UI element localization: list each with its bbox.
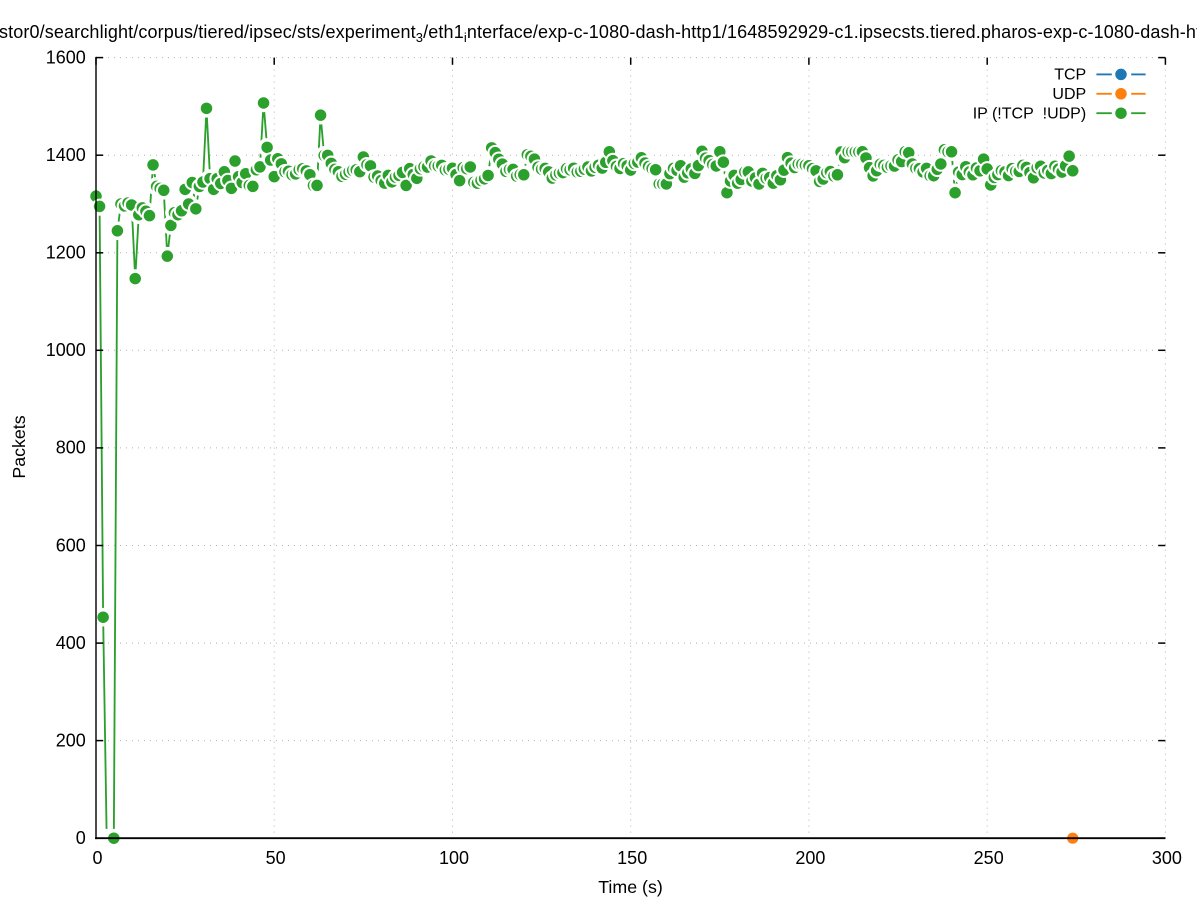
svg-text:50: 50 [266, 848, 286, 868]
svg-text:1200: 1200 [46, 243, 86, 263]
svg-text:400: 400 [56, 633, 86, 653]
svg-text:200: 200 [795, 848, 825, 868]
svg-text:800: 800 [56, 438, 86, 458]
svg-text:1000: 1000 [46, 340, 86, 360]
svg-text:stor0/searchlight/corpus/tiere: stor0/searchlight/corpus/tiered/ipsec/st… [0, 22, 1197, 45]
svg-text:200: 200 [56, 730, 86, 750]
svg-text:250: 250 [974, 848, 1004, 868]
svg-text:1400: 1400 [46, 145, 86, 165]
svg-text:100: 100 [439, 848, 469, 868]
svg-text:600: 600 [56, 535, 86, 555]
svg-text:UDP: UDP [1052, 86, 1086, 103]
svg-text:0: 0 [76, 828, 86, 848]
svg-text:TCP: TCP [1054, 67, 1086, 84]
svg-text:Packets: Packets [9, 415, 29, 478]
svg-text:Time (s): Time (s) [598, 877, 663, 897]
svg-text:150: 150 [617, 848, 647, 868]
svg-text:IP (!TCP !UDP): IP (!TCP !UDP) [973, 105, 1087, 122]
svg-text:1600: 1600 [46, 47, 86, 67]
svg-text:0: 0 [92, 848, 102, 868]
svg-text:300: 300 [1152, 848, 1182, 868]
